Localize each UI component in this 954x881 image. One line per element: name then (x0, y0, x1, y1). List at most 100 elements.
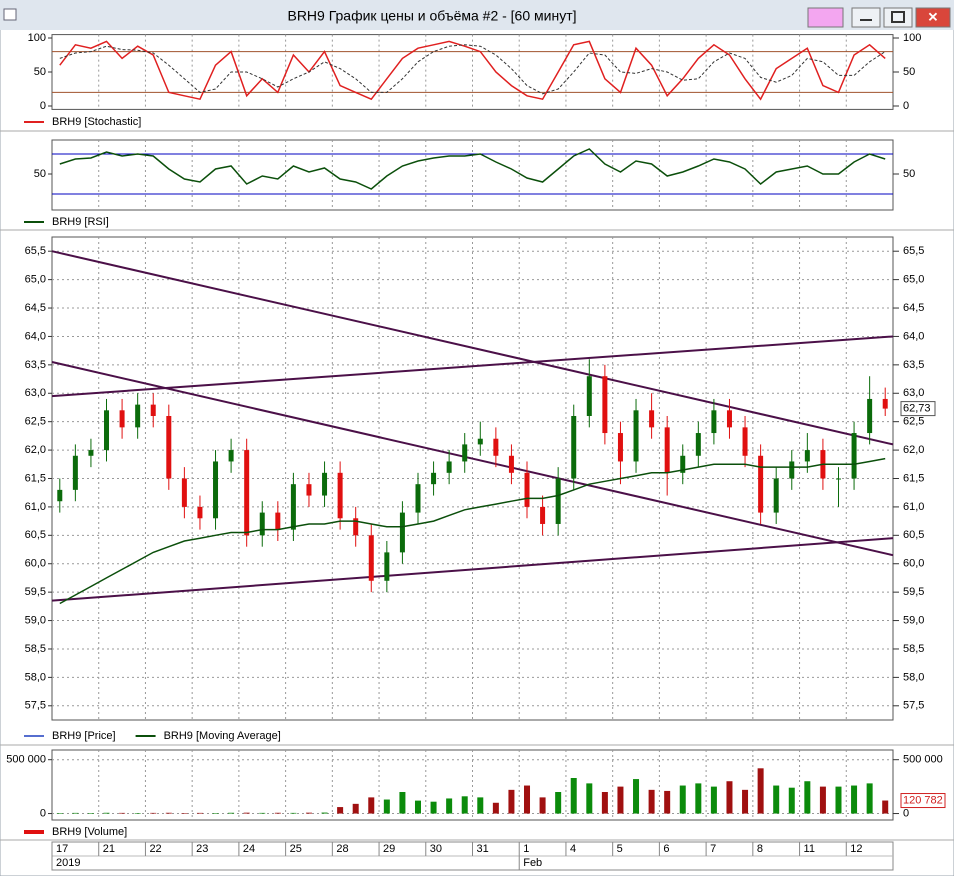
x-tick-label: 31 (477, 843, 489, 855)
y-tick-label: 0 (40, 807, 46, 819)
minimize-button[interactable] (851, 7, 881, 28)
volume-bar (555, 792, 562, 814)
y-tick-label: 100 (28, 32, 46, 44)
series-line (59, 457, 886, 605)
candle-body (181, 478, 187, 507)
volume-bar (150, 812, 157, 814)
candle-body (166, 415, 172, 479)
volume-bar (601, 792, 608, 814)
candle-body (508, 455, 514, 473)
candle-body (882, 398, 888, 409)
y-tick-label-right: 60,5 (903, 529, 924, 541)
volume-bar (757, 768, 764, 814)
y-tick-label-right: 58,0 (903, 671, 924, 683)
y-tick-label-right: 500 000 (903, 754, 943, 766)
y-tick-label: 58,5 (25, 643, 46, 655)
y-tick-label: 50 (34, 168, 46, 180)
candle-body (758, 455, 764, 513)
volume-bar (196, 812, 203, 814)
y-tick-label-right: 63,0 (903, 387, 924, 399)
y-tick-label: 64,0 (25, 330, 46, 342)
legend-label: BRH9 [Stochastic] (52, 116, 141, 128)
x-tick-label: 25 (290, 843, 302, 855)
candle-body (540, 506, 546, 524)
volume-bar (383, 799, 390, 814)
y-tick-label-right: 59,0 (903, 614, 924, 626)
trendline (51, 335, 894, 398)
candle-body (415, 484, 421, 513)
volume-bar (819, 786, 826, 814)
candle-body (789, 461, 795, 479)
y-tick-label: 57,5 (25, 700, 46, 712)
candle-body (602, 376, 608, 434)
period-label: Feb (523, 857, 542, 869)
y-tick-label-right: 63,5 (903, 359, 924, 371)
y-tick-label: 0 (40, 100, 46, 112)
x-tick-label: 17 (56, 843, 68, 855)
last-value-label: 120 782 (903, 794, 943, 806)
y-tick-label: 63,0 (25, 387, 46, 399)
app-icon (3, 8, 17, 21)
candle-body (244, 450, 250, 536)
volume-bar (866, 783, 873, 814)
y-tick-label: 58,0 (25, 671, 46, 683)
candle-body (493, 438, 499, 456)
volume-bar (773, 785, 780, 814)
candle-body (524, 472, 530, 507)
volume-bar (648, 789, 655, 814)
candle-body (275, 512, 281, 530)
y-tick-label-right: 61,0 (903, 501, 924, 513)
volume-bar (399, 792, 406, 814)
y-tick-label-right: 58,5 (903, 643, 924, 655)
y-tick-label-right: 62,5 (903, 416, 924, 428)
x-tick-label: 23 (196, 843, 208, 855)
title-bar (0, 0, 954, 30)
series-line (59, 148, 886, 190)
candle-body (135, 404, 141, 428)
x-tick-label: 29 (383, 843, 395, 855)
candle-body (633, 410, 639, 462)
volume-bar (290, 812, 297, 814)
link-button[interactable] (807, 7, 844, 28)
y-tick-label: 64,5 (25, 302, 46, 314)
close-button[interactable] (915, 7, 951, 28)
y-tick-label: 60,0 (25, 558, 46, 570)
candle-body (664, 427, 670, 473)
last-value-box (900, 401, 936, 417)
volume-bar (56, 813, 63, 814)
y-tick-label-right: 65,5 (903, 245, 924, 257)
y-tick-label-right: 0 (903, 100, 909, 112)
y-tick-label: 63,5 (25, 359, 46, 371)
candle-body (804, 450, 810, 462)
volume-bar (72, 812, 79, 814)
volume-bar (492, 802, 499, 814)
candle-body (104, 410, 110, 451)
candle-body (617, 433, 623, 462)
candle-body (57, 489, 63, 502)
volume-bar (134, 813, 141, 814)
y-tick-label-right: 50 (903, 66, 915, 78)
candle-body (446, 461, 452, 473)
volume-bar (851, 785, 858, 814)
candle-body (353, 518, 359, 536)
last-value-label: 62,73 (903, 403, 931, 415)
volume-bar (664, 790, 671, 814)
volume-bar (181, 813, 188, 814)
candle-body (835, 478, 841, 480)
volume-bar (305, 812, 312, 814)
y-tick-label: 50 (34, 66, 46, 78)
candle-body (72, 455, 78, 490)
volume-bar (804, 781, 811, 814)
volume-bar (570, 778, 577, 814)
candle-body (742, 427, 748, 456)
maximize-button[interactable] (883, 7, 913, 28)
volume-bar (633, 779, 640, 814)
y-tick-label: 60,5 (25, 529, 46, 541)
candle-body (773, 478, 779, 513)
volume-bar (430, 801, 437, 814)
volume-bar (477, 797, 484, 814)
y-tick-label-right: 61,5 (903, 472, 924, 484)
window-title: BRH9 График цены и объёма #2 - [60 минут… (287, 8, 576, 24)
